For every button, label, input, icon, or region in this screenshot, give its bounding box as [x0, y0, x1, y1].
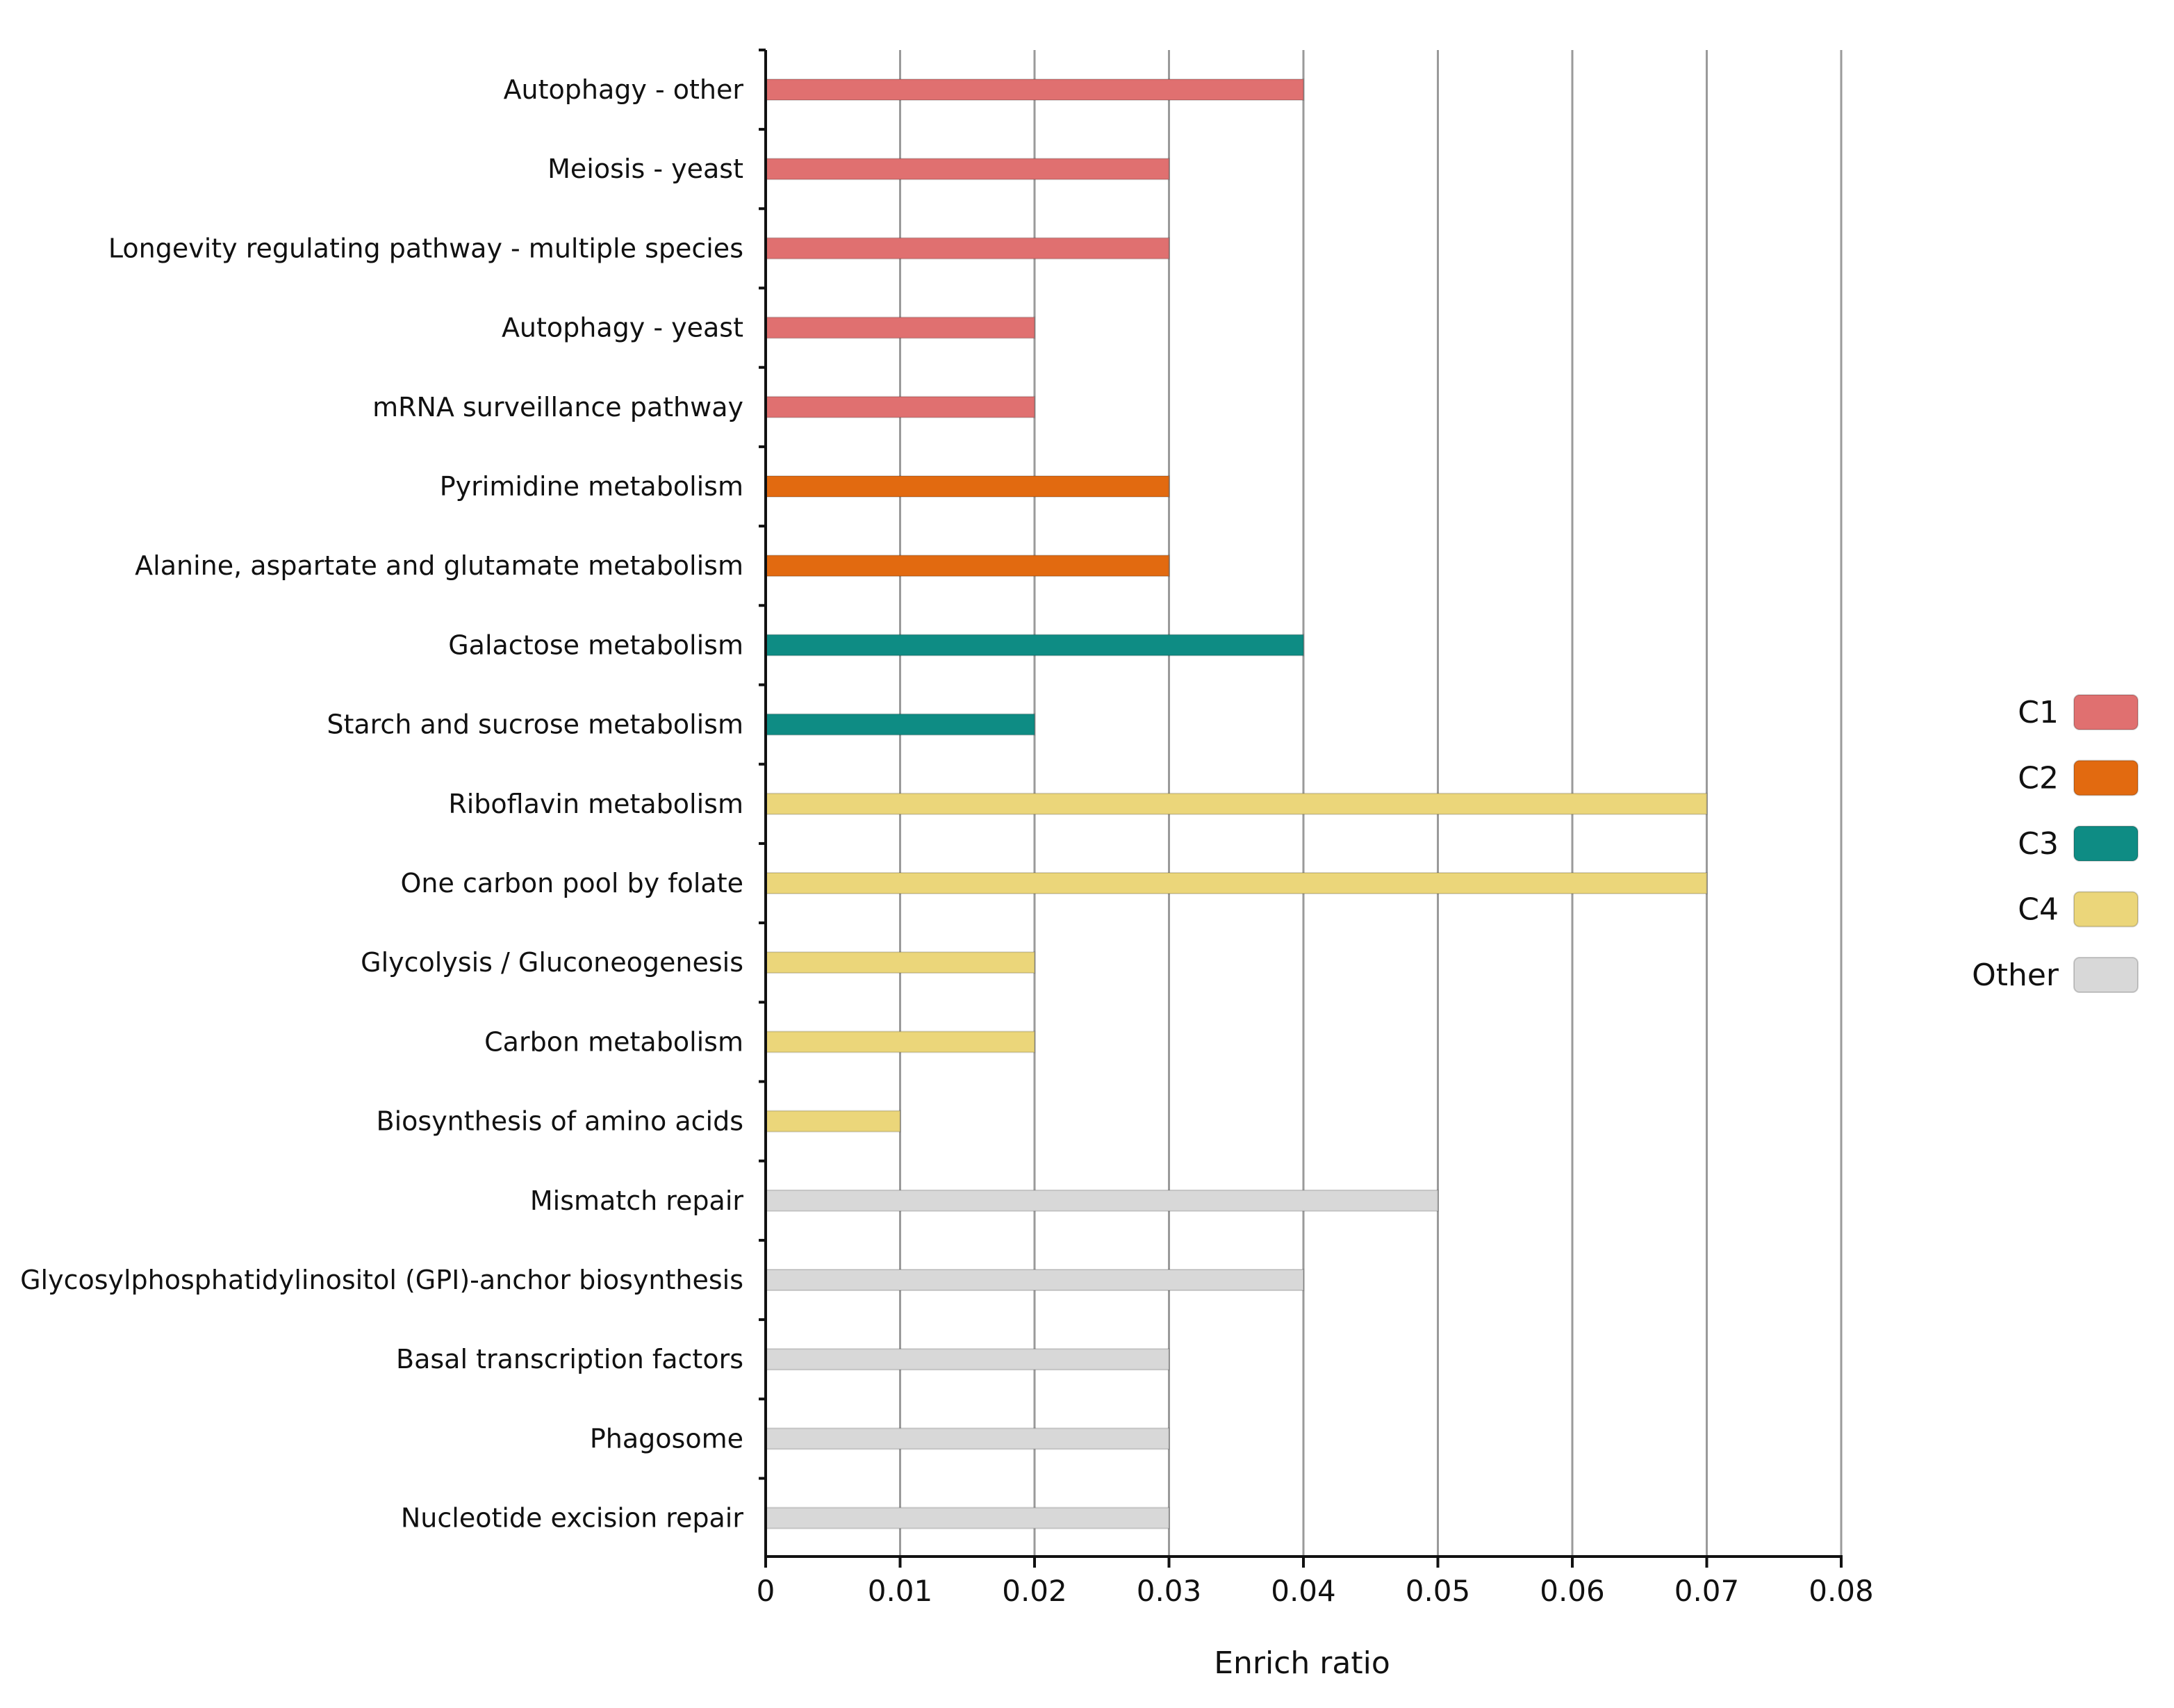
- x-tick-label: 0.01: [868, 1574, 933, 1608]
- legend-swatch: [2073, 826, 2139, 862]
- category-label: Meiosis - yeast: [547, 154, 743, 184]
- bar: [766, 237, 1170, 260]
- bar: [766, 792, 1708, 815]
- bar: [766, 158, 1170, 181]
- legend: C1 C2 C3 C4 Other: [1972, 694, 2139, 993]
- bar: [766, 634, 1304, 657]
- category-label: Biosynthesis of amino acids: [377, 1106, 743, 1137]
- legend-swatch: [2073, 694, 2139, 730]
- category-label: Phagosome: [590, 1423, 743, 1454]
- bar: [766, 1030, 1035, 1053]
- axes: [759, 48, 1843, 1568]
- category-label: Riboflavin metabolism: [448, 789, 743, 819]
- legend-swatch: [2073, 759, 2139, 796]
- category-label: Autophagy - yeast: [502, 313, 743, 343]
- bar: [766, 1427, 1170, 1450]
- category-label: Nucleotide excision repair: [401, 1503, 744, 1534]
- x-tick-label: 0.03: [1137, 1574, 1202, 1608]
- bar: [766, 1506, 1170, 1529]
- legend-label: Other: [1972, 958, 2059, 993]
- bar: [766, 79, 1304, 101]
- category-label: mRNA surveillance pathway: [372, 392, 743, 422]
- category-labels: Autophagy - other Meiosis - yeast Longevit…: [20, 74, 743, 1534]
- bar: [766, 1269, 1304, 1291]
- category-label: Carbon metabolism: [484, 1026, 743, 1057]
- x-tick-label: 0.04: [1271, 1574, 1336, 1608]
- category-label: Pyrimidine metabolism: [440, 471, 743, 502]
- legend-label: C2: [2018, 761, 2059, 796]
- bar: [766, 316, 1035, 339]
- x-tick-label: 0: [757, 1574, 775, 1608]
- bar: [766, 1189, 1439, 1212]
- bar: [766, 555, 1170, 577]
- x-tick-labels: 0 0.01 0.02 0.03 0.04 0.05 0.06 0.07 0.08: [757, 1574, 1874, 1608]
- bar: [766, 951, 1035, 974]
- x-tick-label: 0.02: [1002, 1574, 1067, 1608]
- x-tick-label: 0.07: [1674, 1574, 1740, 1608]
- legend-swatch: [2073, 957, 2139, 993]
- bars: [766, 79, 1708, 1529]
- bar: [766, 713, 1035, 736]
- bar: [766, 1110, 901, 1133]
- bar: [766, 395, 1035, 418]
- legend-label: C3: [2018, 826, 2059, 862]
- legend-label: C4: [2018, 892, 2059, 928]
- category-label: Glycosylphosphatidylinositol (GPI)-ancho…: [20, 1265, 743, 1295]
- category-label: One carbon pool by folate: [401, 868, 743, 898]
- category-label: Glycolysis / Gluconeogenesis: [361, 947, 743, 978]
- bar: [766, 475, 1170, 498]
- category-label: Galactose metabolism: [448, 630, 743, 660]
- category-label: Mismatch repair: [530, 1185, 744, 1216]
- category-label: Longevity regulating pathway - multiple …: [108, 233, 743, 263]
- category-label: Basal transcription factors: [396, 1344, 743, 1374]
- legend-label: C1: [2018, 695, 2059, 730]
- bar: [766, 872, 1708, 894]
- x-tick-label: 0.06: [1540, 1574, 1605, 1608]
- category-label: Starch and sucrose metabolism: [327, 709, 743, 740]
- x-tick-label: 0.05: [1406, 1574, 1471, 1608]
- bar: [766, 1348, 1170, 1371]
- x-tick-label: 0.08: [1809, 1574, 1874, 1608]
- category-label: Autophagy - other: [504, 74, 744, 105]
- legend-swatch: [2073, 891, 2139, 928]
- category-label: Alanine, aspartate and glutamate metabol…: [135, 550, 743, 581]
- x-axis-title: Enrich ratio: [1214, 1645, 1390, 1681]
